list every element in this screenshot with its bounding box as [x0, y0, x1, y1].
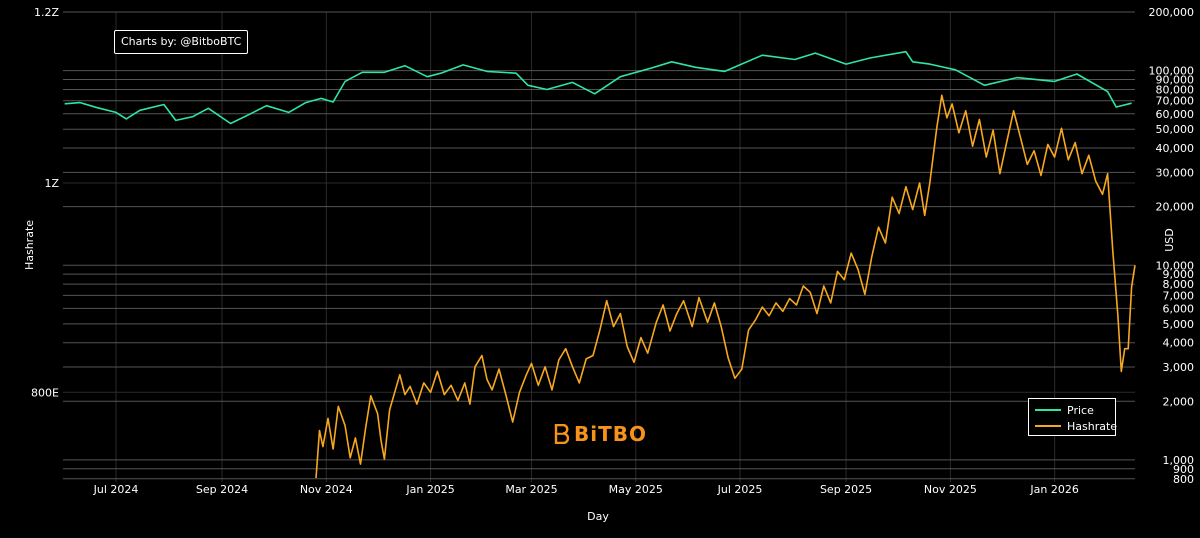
y-right-tick-label: 70,000: [1156, 95, 1195, 108]
series-line-price: [64, 50, 1132, 125]
grid-lines: [63, 11, 1135, 482]
legend-swatch-hashrate: [1035, 425, 1061, 427]
y-right-axis-title: USD: [1163, 228, 1176, 252]
y-right-tick-label: 40,000: [1156, 142, 1195, 155]
y-left-tick-label: 800E: [31, 386, 59, 399]
x-tick-label: Jan 2026: [1029, 483, 1078, 496]
legend-item-hashrate[interactable]: Hashrate: [1035, 419, 1117, 433]
y-right-tick-label: 30,000: [1156, 166, 1195, 179]
legend-label-hashrate: Hashrate: [1067, 419, 1118, 433]
y-right-tick-label: 100,000: [1149, 65, 1195, 78]
y-right-tick-label: 10,000: [1156, 259, 1195, 272]
y-right-tick-label: 7,000: [1163, 289, 1195, 302]
x-tick-label: Jul 2025: [717, 483, 763, 496]
legend-label-price: Price: [1067, 403, 1094, 417]
y-left-axis-ticks: 1.2Z 1Z 800E: [31, 6, 59, 399]
legend: Price Hashrate: [1028, 398, 1117, 436]
x-tick-label: Nov 2025: [924, 483, 977, 496]
y-right-tick-label: 1,000: [1163, 454, 1195, 467]
y-right-tick-label: 9,000: [1163, 268, 1195, 281]
legend-item-price[interactable]: Price: [1035, 403, 1094, 417]
y-right-tick-label: 200,000: [1149, 6, 1195, 19]
bitbo-watermark-text: BiTBO: [574, 422, 647, 446]
y-right-tick-label: 8,000: [1163, 278, 1195, 291]
y-right-tick-label: 20,000: [1156, 201, 1195, 214]
y-right-tick-label: 800: [1173, 473, 1194, 486]
x-tick-label: Jan 2025: [405, 483, 454, 496]
y-right-tick-label: 60,000: [1156, 108, 1195, 121]
x-tick-label: Jul 2024: [93, 483, 139, 496]
y-right-tick-label: 3,000: [1163, 361, 1195, 374]
bitbo-logo-icon: [554, 424, 569, 444]
y-left-tick-label: 1.2Z: [34, 6, 59, 19]
x-tick-label: Sep 2024: [196, 483, 248, 496]
y-left-axis-title: Hashrate: [23, 220, 36, 270]
y-right-tick-label: 5,000: [1163, 318, 1195, 331]
x-tick-label: Sep 2025: [820, 483, 872, 496]
x-axis-ticks: Jul 2024 Sep 2024 Nov 2024 Jan 2025 Mar 2025…: [93, 483, 1079, 496]
y-right-tick-label: 4,000: [1163, 337, 1195, 350]
y-right-tick-label: 80,000: [1156, 83, 1195, 96]
y-right-tick-label: 6,000: [1163, 302, 1195, 315]
x-axis-title: Day: [587, 510, 609, 523]
series-lines: [64, 50, 1136, 479]
legend-swatch-price: [1035, 409, 1061, 411]
bitbo-watermark: BiTBO: [553, 422, 647, 446]
chart-credit: Charts by: @BitboBTC: [114, 30, 249, 54]
y-right-tick-label: 50,000: [1156, 123, 1195, 136]
series-line-hashrate: [315, 94, 1136, 479]
x-tick-label: May 2025: [609, 483, 663, 496]
y-left-tick-label: 1Z: [44, 177, 59, 190]
x-tick-label: Mar 2025: [505, 483, 557, 496]
y-right-tick-label: 2,000: [1163, 395, 1195, 408]
y-right-tick-label: 90,000: [1156, 74, 1195, 87]
y-right-tick-label: 900: [1173, 463, 1194, 476]
x-tick-label: Nov 2024: [300, 483, 353, 496]
